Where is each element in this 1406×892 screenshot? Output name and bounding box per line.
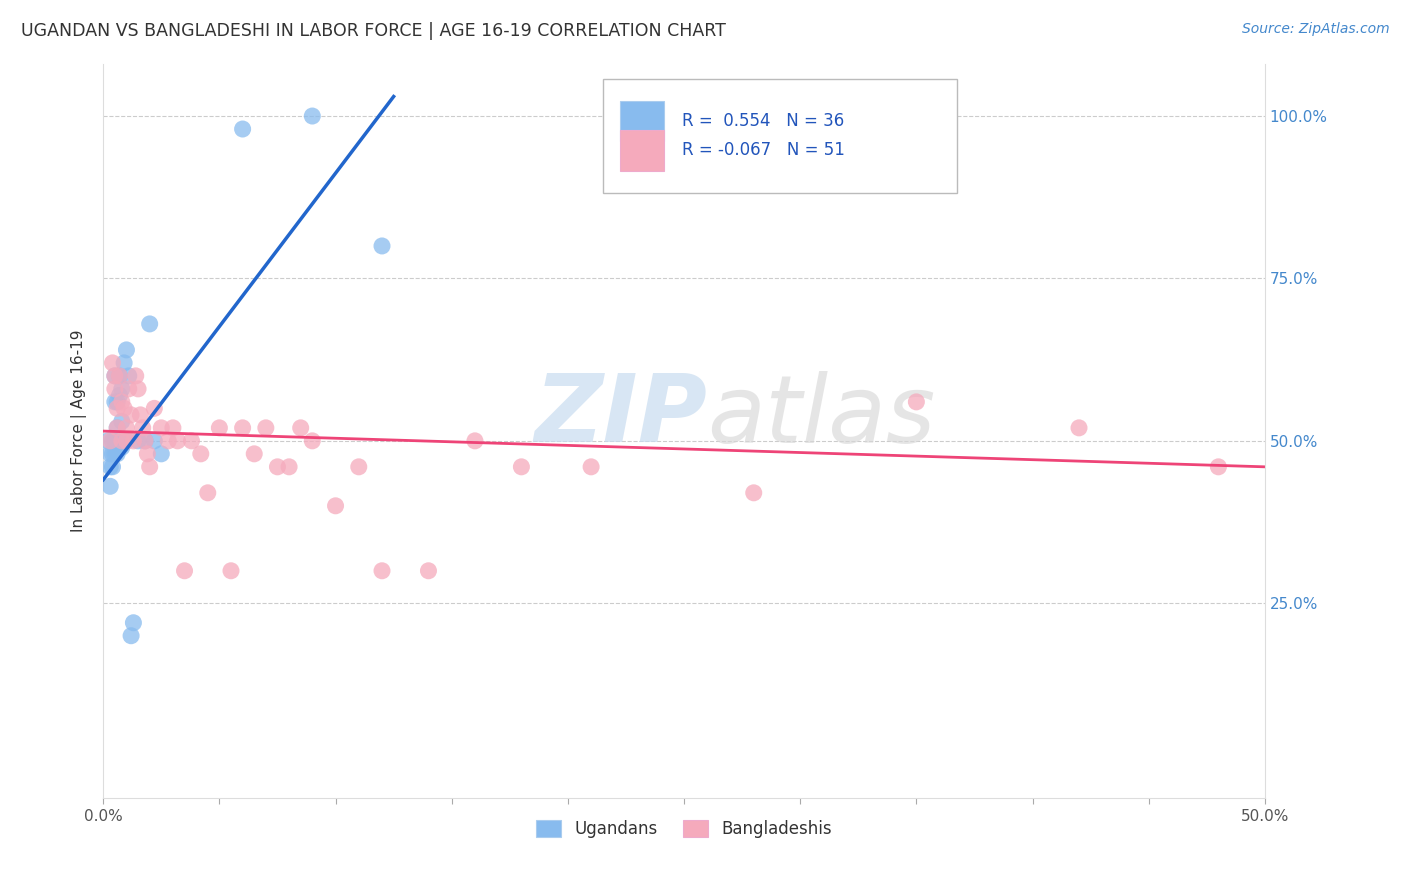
Point bbox=[232, 122, 254, 136]
Point bbox=[108, 434, 131, 448]
Point bbox=[190, 447, 212, 461]
Point bbox=[418, 564, 440, 578]
Point bbox=[371, 239, 394, 253]
Point bbox=[112, 401, 135, 416]
Point bbox=[101, 356, 124, 370]
Point bbox=[1067, 421, 1090, 435]
Point bbox=[143, 434, 166, 448]
Point bbox=[111, 395, 134, 409]
FancyBboxPatch shape bbox=[620, 130, 664, 170]
Point bbox=[101, 447, 124, 461]
Y-axis label: In Labor Force | Age 16-19: In Labor Force | Age 16-19 bbox=[72, 330, 87, 533]
Point bbox=[173, 564, 195, 578]
Point bbox=[115, 434, 138, 448]
Point bbox=[104, 434, 127, 448]
Point bbox=[464, 434, 486, 448]
Point bbox=[115, 434, 138, 448]
Point bbox=[301, 434, 323, 448]
Point bbox=[127, 382, 149, 396]
Point bbox=[197, 485, 219, 500]
Point bbox=[127, 434, 149, 448]
Point bbox=[243, 447, 266, 461]
Point bbox=[105, 401, 128, 416]
Text: UGANDAN VS BANGLADESHI IN LABOR FORCE | AGE 16-19 CORRELATION CHART: UGANDAN VS BANGLADESHI IN LABOR FORCE | … bbox=[21, 22, 725, 40]
Point bbox=[1208, 459, 1230, 474]
Point bbox=[138, 459, 160, 474]
Point bbox=[134, 434, 156, 448]
Text: R =  0.554   N = 36: R = 0.554 N = 36 bbox=[682, 112, 844, 130]
Point bbox=[108, 368, 131, 383]
Point bbox=[97, 434, 120, 448]
Point bbox=[150, 447, 173, 461]
Point bbox=[111, 441, 134, 455]
FancyBboxPatch shape bbox=[603, 78, 957, 193]
Point bbox=[180, 434, 202, 448]
Point bbox=[208, 421, 231, 435]
Point bbox=[98, 434, 121, 448]
Point bbox=[905, 395, 928, 409]
Point bbox=[347, 459, 370, 474]
Point bbox=[166, 434, 188, 448]
Point bbox=[105, 395, 128, 409]
Point bbox=[98, 459, 121, 474]
Legend: Ugandans, Bangladeshis: Ugandans, Bangladeshis bbox=[530, 814, 838, 845]
Point bbox=[115, 343, 138, 357]
Point bbox=[150, 421, 173, 435]
Point bbox=[122, 615, 145, 630]
Point bbox=[104, 447, 127, 461]
Point bbox=[101, 459, 124, 474]
Point bbox=[278, 459, 301, 474]
Point bbox=[111, 434, 134, 448]
Point bbox=[266, 459, 288, 474]
Point bbox=[105, 447, 128, 461]
Point bbox=[118, 382, 141, 396]
Point bbox=[104, 382, 127, 396]
Point bbox=[112, 434, 135, 448]
Point bbox=[104, 368, 127, 383]
Point bbox=[301, 109, 323, 123]
Point bbox=[104, 395, 127, 409]
Point bbox=[105, 421, 128, 435]
Text: ZIP: ZIP bbox=[534, 370, 707, 462]
Point bbox=[112, 356, 135, 370]
Point bbox=[115, 421, 138, 435]
Point bbox=[371, 564, 394, 578]
Point bbox=[157, 434, 180, 448]
Point bbox=[98, 447, 121, 461]
Point bbox=[290, 421, 312, 435]
Point bbox=[108, 388, 131, 402]
Point bbox=[143, 401, 166, 416]
Point bbox=[254, 421, 277, 435]
Text: atlas: atlas bbox=[707, 371, 935, 462]
Point bbox=[579, 459, 602, 474]
Point bbox=[98, 479, 121, 493]
Point bbox=[111, 382, 134, 396]
Point bbox=[138, 317, 160, 331]
Point bbox=[125, 368, 148, 383]
Text: R = -0.067   N = 51: R = -0.067 N = 51 bbox=[682, 141, 845, 160]
Point bbox=[120, 629, 142, 643]
Point bbox=[101, 434, 124, 448]
Point bbox=[134, 434, 156, 448]
Point bbox=[111, 414, 134, 428]
Point bbox=[219, 564, 242, 578]
Point bbox=[129, 408, 152, 422]
Point bbox=[131, 421, 153, 435]
Point bbox=[118, 368, 141, 383]
Point bbox=[105, 421, 128, 435]
Point bbox=[108, 368, 131, 383]
Point bbox=[120, 408, 142, 422]
Point bbox=[136, 447, 159, 461]
Point bbox=[742, 485, 765, 500]
Point bbox=[232, 421, 254, 435]
Text: Source: ZipAtlas.com: Source: ZipAtlas.com bbox=[1241, 22, 1389, 37]
Point bbox=[105, 434, 128, 448]
Point bbox=[122, 434, 145, 448]
FancyBboxPatch shape bbox=[620, 101, 664, 141]
Point bbox=[325, 499, 347, 513]
Point bbox=[104, 368, 127, 383]
Point bbox=[162, 421, 184, 435]
Point bbox=[510, 459, 533, 474]
